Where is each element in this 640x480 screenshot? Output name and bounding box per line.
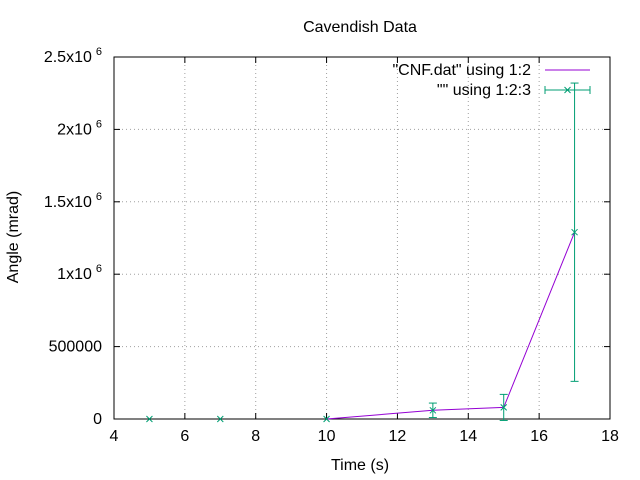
point-marker: [216, 415, 224, 423]
point-marker: [323, 415, 330, 423]
legend-marker: [564, 86, 571, 94]
plot-frame: [113, 56, 611, 420]
data-point: [323, 415, 330, 423]
x-tick-label: 4: [110, 428, 119, 445]
y-tick-mantissa: 1x10: [57, 266, 92, 283]
y-tick-label: 500000: [49, 339, 102, 356]
x-tick-label: 18: [601, 428, 619, 445]
x-tick-label: 14: [459, 428, 477, 445]
y-tick-mantissa: 500000: [49, 339, 102, 356]
legend-label: "" using 1:2:3: [437, 82, 531, 99]
series: [146, 82, 579, 423]
y-axis-label: Angle (mrad): [5, 191, 22, 283]
x-axis-label: Time (s): [331, 457, 389, 474]
data-point: [570, 82, 579, 382]
y-tick-exponent: 6: [96, 191, 102, 203]
legend-label: "CNF.dat" using 1:2: [392, 62, 531, 79]
y-tick-mantissa: 2x10: [57, 121, 92, 138]
data-point: [499, 393, 508, 421]
x-tick-label: 16: [530, 428, 548, 445]
y-tick-exponent: 6: [96, 118, 102, 130]
y-tick-label: 1.5x10 6: [44, 191, 102, 211]
point-marker: [500, 404, 508, 411]
data-point: [428, 402, 437, 419]
x-tick-label: 10: [318, 428, 336, 445]
x-tick-label: 6: [180, 428, 189, 445]
point-marker: [571, 228, 578, 236]
grid: [114, 57, 610, 419]
y-tick-exponent: 6: [96, 263, 102, 275]
x-tick-label: 8: [251, 428, 260, 445]
y-tick-label: 0: [93, 411, 102, 428]
y-tick-mantissa: 2.5x10: [44, 49, 92, 66]
series-line: [326, 232, 576, 420]
legend: "CNF.dat" using 1:2 "" using 1:2:3: [392, 62, 591, 99]
data-point: [216, 415, 224, 423]
chart-title: Cavendish Data: [303, 19, 417, 36]
y-tick-label: 2x10 6: [57, 118, 102, 138]
point-marker: [146, 415, 153, 423]
x-tick-label: 12: [389, 428, 407, 445]
y-tick-label: 2.5x10 6: [44, 46, 102, 66]
y-tick-label: 1x10 6: [57, 263, 102, 283]
y-tick-mantissa: 0: [93, 411, 102, 428]
point-marker: [429, 406, 437, 414]
y-tick-mantissa: 1.5x10: [44, 194, 92, 211]
y-tick-exponent: 6: [96, 46, 102, 58]
data-point: [146, 415, 153, 423]
